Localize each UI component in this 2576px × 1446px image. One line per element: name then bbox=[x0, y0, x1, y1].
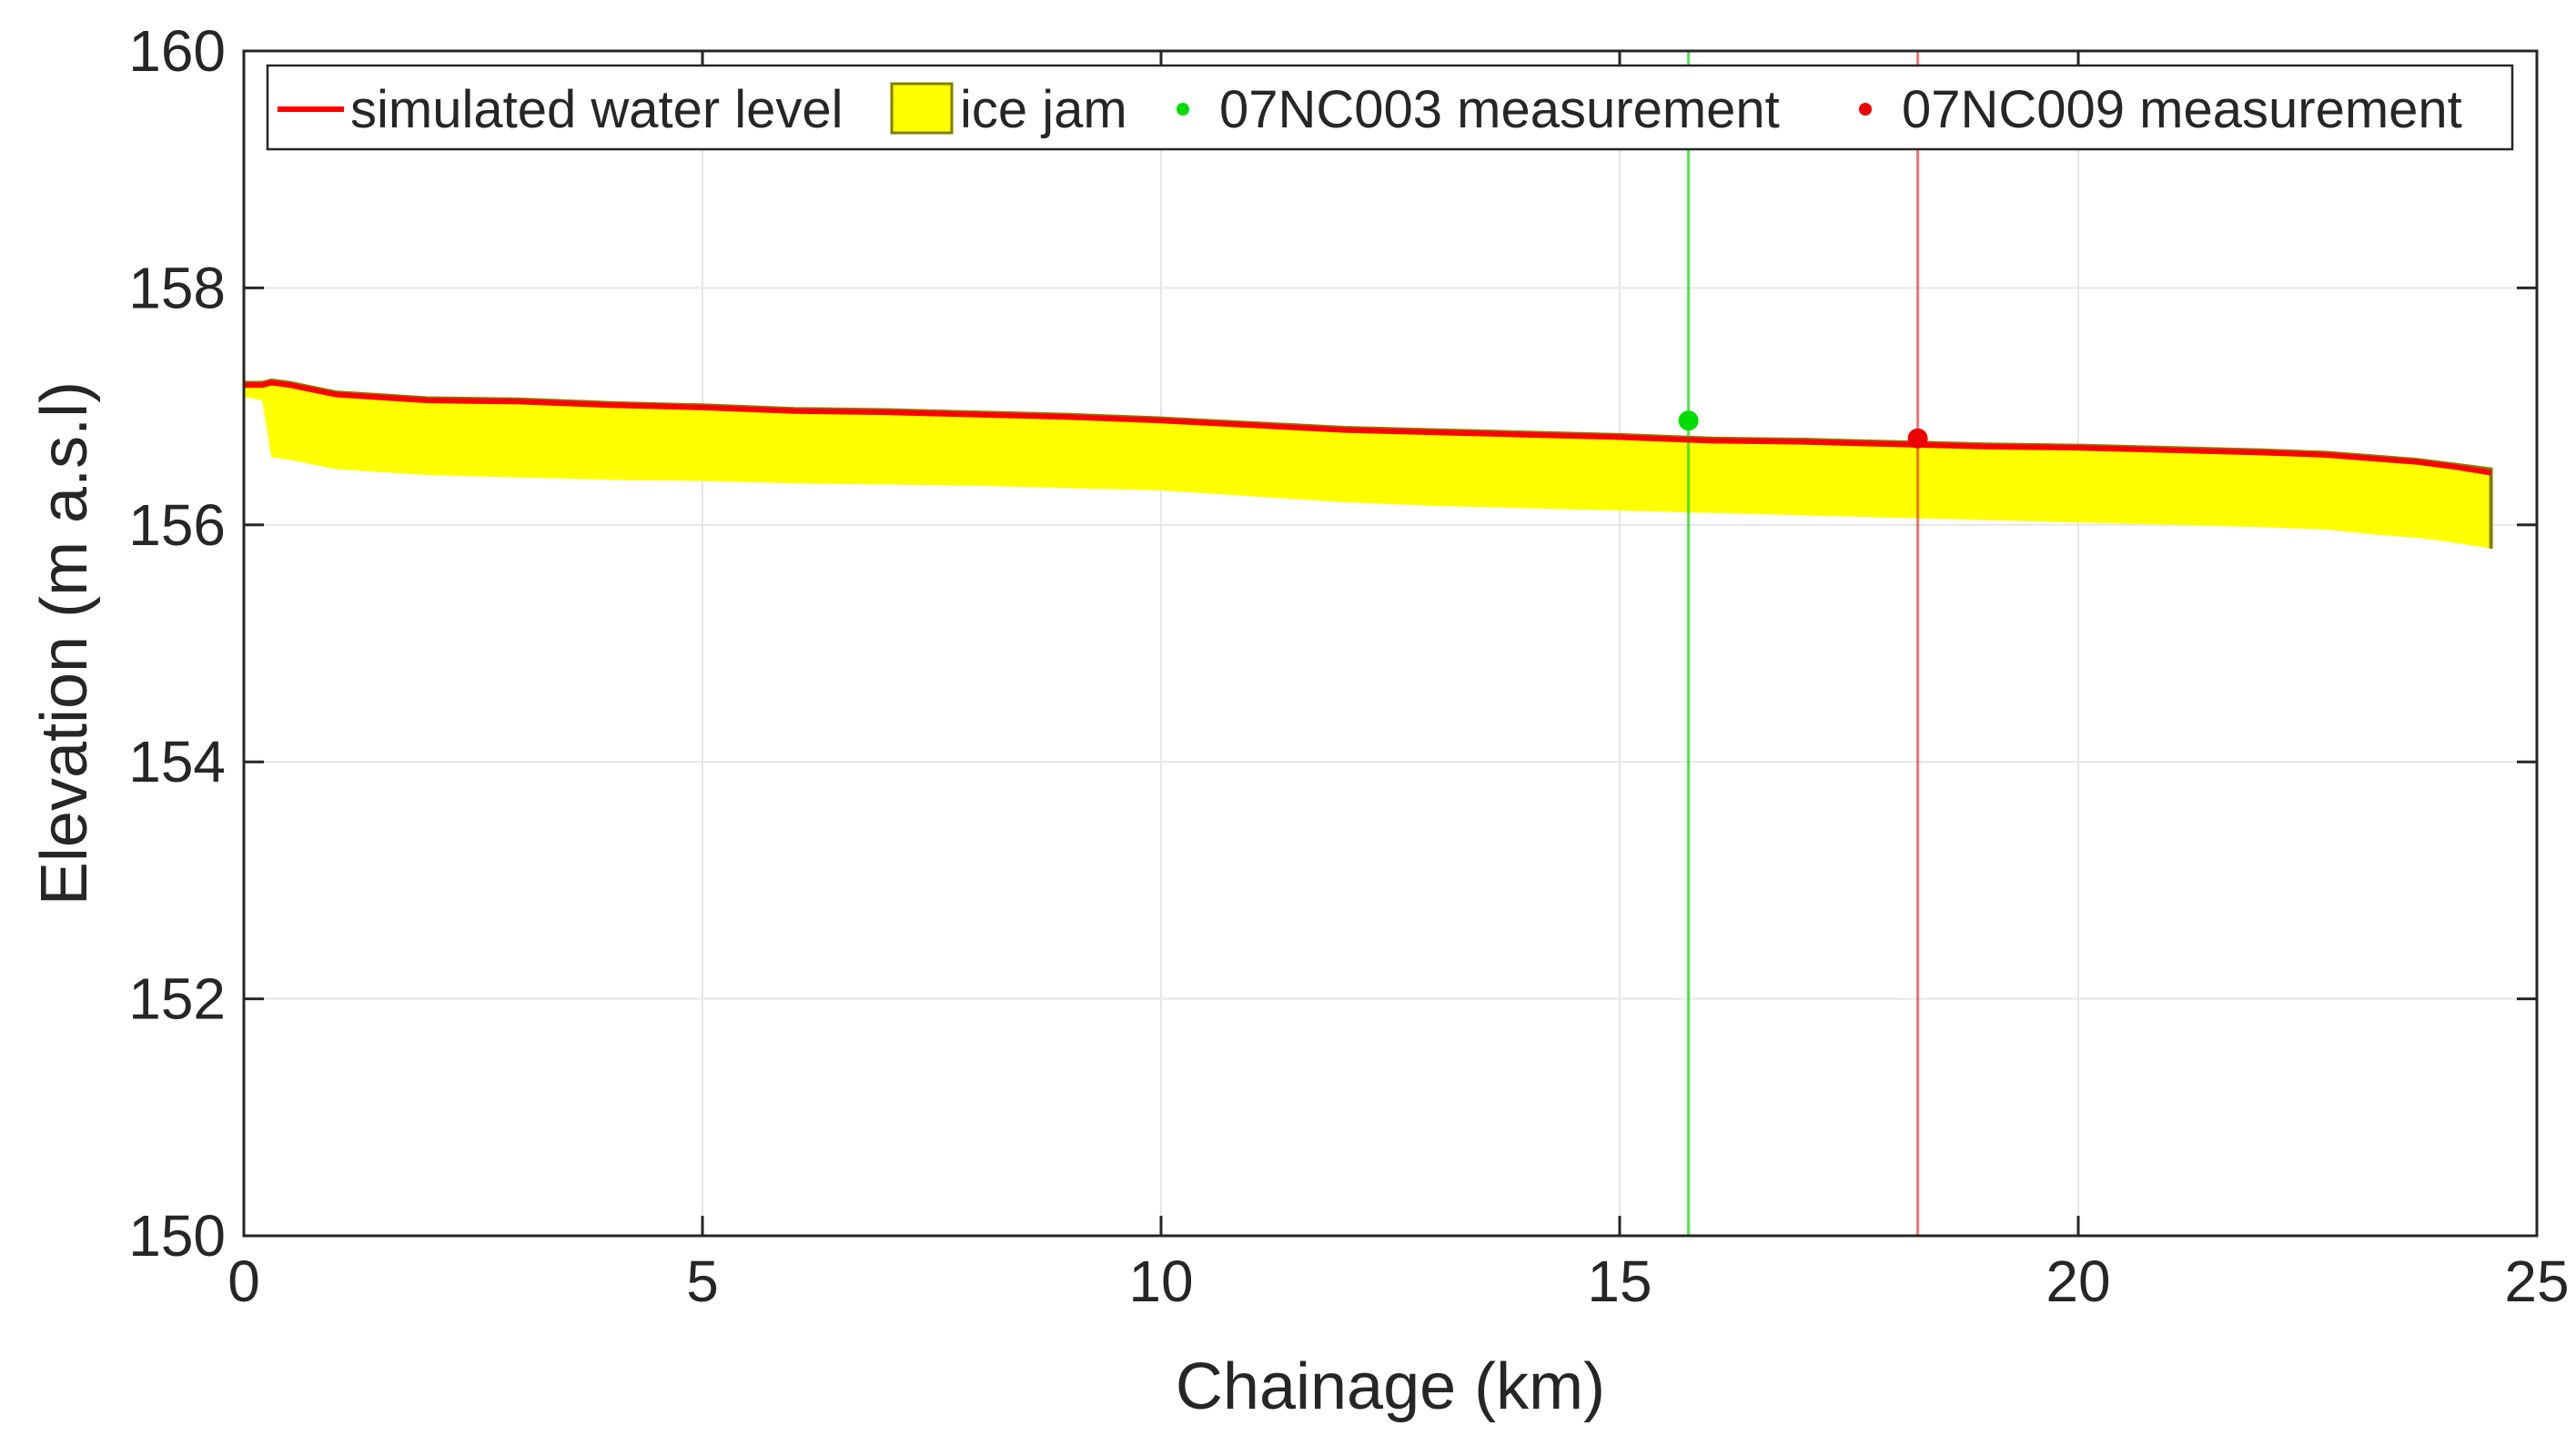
y-axis-label: Elevation (m a.s.l) bbox=[28, 381, 101, 905]
legend-box bbox=[266, 64, 2514, 151]
ticks: 150 152 154 156 158 160 0 5 10 15 20 25 bbox=[128, 18, 2569, 1314]
07nc003-measurement-point bbox=[1678, 410, 1699, 431]
plot-area bbox=[244, 51, 2537, 1236]
y-grid bbox=[244, 287, 2537, 1000]
x-tick-label: 5 bbox=[686, 1249, 719, 1314]
x-grid bbox=[702, 51, 2079, 1236]
legend-07nc003-marker bbox=[1177, 103, 1189, 116]
y-tick-label: 150 bbox=[128, 1203, 226, 1269]
x-tick-label: 0 bbox=[227, 1249, 260, 1314]
y-tick-label: 152 bbox=[128, 966, 226, 1032]
axes-box bbox=[242, 49, 2539, 1238]
ice-jam-area bbox=[244, 379, 2491, 549]
y-tick-label: 158 bbox=[128, 255, 226, 320]
y-tick-label: 154 bbox=[128, 729, 226, 794]
y-tick-label: 156 bbox=[128, 492, 226, 558]
07nc009-measurement-point bbox=[1907, 428, 1928, 449]
x-tick-label: 25 bbox=[2504, 1249, 2569, 1314]
x-axis-label: Chainage (km) bbox=[1176, 1350, 1605, 1423]
x-tick-label: 10 bbox=[1128, 1249, 1193, 1314]
legend-ice-jam-label: ice jam bbox=[960, 80, 1127, 139]
x-tick-label: 20 bbox=[2046, 1249, 2110, 1314]
x-tick-label: 15 bbox=[1587, 1249, 1652, 1314]
legend-07nc003-label: 07NC003 measurement bbox=[1219, 80, 1780, 139]
y-tick-label: 160 bbox=[128, 18, 226, 84]
simulated-water-level-line bbox=[244, 379, 2492, 476]
legend-ice-jam-swatch bbox=[890, 82, 954, 135]
legend-07nc009-label: 07NC009 measurement bbox=[1902, 80, 2462, 139]
legend-water-level-label: simulated water level bbox=[350, 80, 844, 139]
legend-07nc009-marker bbox=[1859, 103, 1872, 116]
legend: simulated water level ice jam 07NC003 me… bbox=[266, 64, 2514, 151]
